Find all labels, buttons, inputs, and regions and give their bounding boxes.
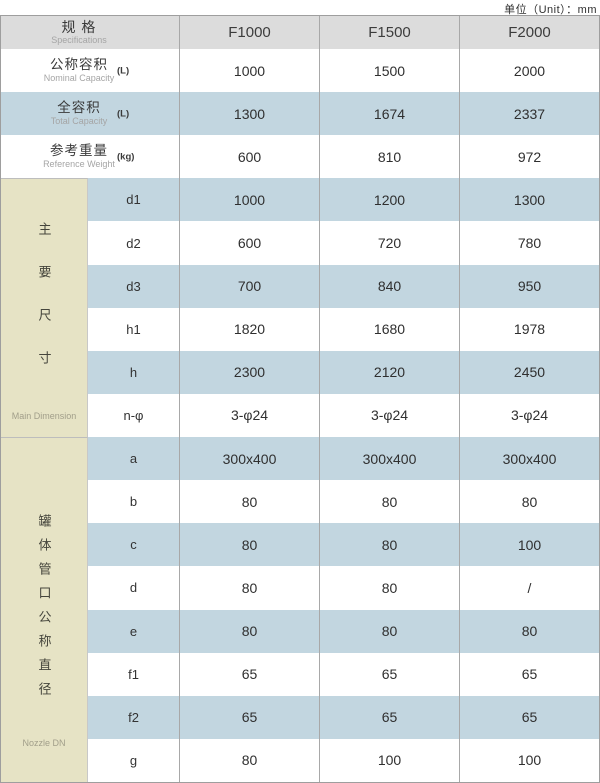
value-cell: 810 [320, 135, 460, 179]
param-cell-b: b [88, 480, 180, 524]
group-label-en: Main Dimension [11, 411, 77, 422]
value-cell: 2337 [460, 92, 599, 136]
value-cell: 65 [460, 695, 599, 739]
value-cell: 80 [180, 738, 320, 782]
label-stack: 公称容积 Nominal Capacity [44, 57, 137, 84]
value-cell: 65 [521, 666, 538, 683]
label-stack: 参考重量 Reference Weight [43, 143, 137, 170]
value-cell: 2000 [513, 62, 546, 79]
label-cn: 公称容积 [50, 57, 108, 73]
value-cell: 65 [320, 652, 460, 696]
value-cell: 80 [320, 566, 460, 610]
value-cell: 2450 [460, 350, 599, 394]
param-cell-g: g [88, 738, 180, 782]
value-cell: 1500 [320, 49, 460, 93]
param-cell-f1: f1 [88, 652, 180, 696]
value-cell: 300x400 [180, 437, 320, 481]
param-cell-d3: d3 [88, 264, 180, 308]
value-cell: 80 [521, 493, 538, 510]
value-cell: 300x400 [460, 437, 599, 481]
value-cell: 100 [517, 752, 542, 769]
param-cell-a: a [88, 437, 180, 481]
value-cell: 720 [320, 221, 460, 265]
unit-note: 单位（Unit）：mm [504, 4, 597, 16]
value-cell: 2120 [320, 350, 460, 394]
value-cell: 950 [460, 264, 599, 308]
label-en: Nominal Capacity [43, 73, 115, 84]
value-cell: 80 [180, 566, 320, 610]
model-header-f1500: F1500 [320, 16, 460, 49]
param-cell-c: c [88, 523, 180, 567]
label-stack: 全容积 Total Capacity [51, 100, 130, 127]
value-cell: 3-φ24 [180, 393, 320, 438]
param-cell-n-phi: n-φ [88, 393, 180, 438]
value-cell: 1300 [180, 92, 320, 136]
value-cell: 100 [320, 738, 460, 782]
value-cell: 840 [320, 264, 460, 308]
value-cell: 80 [320, 480, 460, 524]
value-cell: 80 [180, 480, 320, 524]
value-cell: 65 [180, 652, 320, 696]
unit-label: (kg) [117, 151, 135, 163]
value-cell: 1000 [180, 178, 320, 222]
value-cell: 300x400 [320, 437, 460, 481]
label-en: Total Capacity [50, 116, 108, 127]
value-cell: 1200 [320, 178, 460, 222]
value-cell: 700 [180, 264, 320, 308]
param-cell-d: d [88, 566, 180, 610]
param-cell-h1: h1 [88, 307, 180, 351]
param-cell-f2: f2 [88, 695, 180, 739]
label-cn: 参考重量 [50, 143, 108, 159]
model-header-f2000: F2000 [460, 16, 599, 49]
value-cell: 972 [517, 148, 542, 165]
label-en: Reference Weight [43, 159, 115, 170]
label-cn: 全容积 [57, 100, 101, 116]
value-cell: 80 [320, 609, 460, 653]
unit-label: (L) [117, 108, 130, 120]
spec-header-en: Specifications [51, 35, 107, 45]
value-cell: 1680 [320, 307, 460, 351]
row-label-nominal-capacity: 公称容积 Nominal Capacity (L) [1, 49, 180, 93]
group-cell-main-dimension: 主要尺寸 Main Dimension [1, 178, 88, 438]
value-cell: 1820 [180, 307, 320, 351]
spec-header-inner: 规 格 Specifications [51, 19, 129, 46]
value-cell: 780 [517, 235, 542, 252]
spec-table: 规 格 Specifications F1000 F1500 F2000 公称容… [0, 15, 600, 783]
unit-label: (L) [117, 65, 130, 77]
value-cell: 1300 [460, 178, 599, 222]
value-cell: 100 [460, 523, 599, 567]
param-cell-e: e [88, 609, 180, 653]
group-cell-nozzle-dn: 罐体管口公称直径 Nozzle DN [1, 437, 88, 782]
value-cell: 1978 [513, 321, 546, 338]
model-header-f1000: F1000 [180, 16, 320, 49]
value-cell: / [527, 579, 532, 596]
value-cell: 600 [180, 135, 320, 179]
value-cell: 80 [180, 523, 320, 567]
spec-header-cn: 规 格 [61, 19, 97, 35]
value-cell: 3-φ24 [510, 407, 549, 424]
param-cell-d2: d2 [88, 221, 180, 265]
value-cell: 80 [180, 609, 320, 653]
value-cell: 600 [180, 221, 320, 265]
value-cell: 80 [460, 609, 599, 653]
group-label-cn: 罐体管口公称直径 [36, 514, 52, 707]
group-label-en: Nozzle DN [22, 737, 66, 748]
value-cell: 3-φ24 [320, 393, 460, 438]
value-cell: 2300 [180, 350, 320, 394]
value-cell: 80 [320, 523, 460, 567]
value-cell: 1000 [180, 49, 320, 93]
group-label-cn: 主要尺寸 [36, 222, 52, 395]
row-label-total-capacity: 全容积 Total Capacity (L) [1, 92, 180, 136]
param-cell-h: h [88, 350, 180, 394]
row-label-reference-weight: 参考重量 Reference Weight (kg) [1, 135, 180, 179]
value-cell: 1674 [320, 92, 460, 136]
param-cell-d1: d1 [88, 178, 180, 222]
value-cell: 65 [180, 695, 320, 739]
spec-header-cell: 规 格 Specifications [1, 16, 180, 49]
value-cell: 65 [320, 695, 460, 739]
